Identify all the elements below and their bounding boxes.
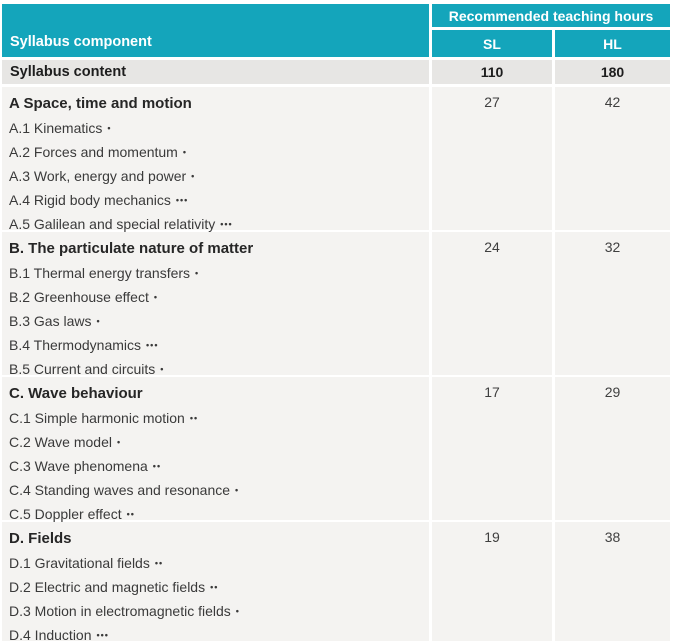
row-syllabus-content: Syllabus content 110 180 bbox=[2, 60, 670, 84]
syllabus-item: A.3 Work, energy and power • bbox=[9, 168, 196, 184]
section-hl-hours: 32 bbox=[555, 232, 670, 375]
level-dots: •• bbox=[152, 461, 162, 471]
level-dots: • bbox=[160, 364, 165, 374]
syllabus-item: D.4 Induction ••• bbox=[9, 627, 109, 641]
section-sl-hours: 24 bbox=[432, 232, 552, 375]
syllabus-item: D.3 Motion in electromagnetic fields • bbox=[9, 603, 240, 619]
syllabus-item: A.1 Kinematics • bbox=[9, 120, 112, 136]
syllabus-content-hl-hours: 180 bbox=[555, 60, 670, 84]
level-dots: • bbox=[235, 485, 240, 495]
level-dots: • bbox=[191, 171, 196, 181]
syllabus-item: B.5 Current and circuits • bbox=[9, 361, 165, 377]
level-dots: ••• bbox=[96, 630, 109, 640]
level-dots: •• bbox=[189, 413, 199, 423]
level-dots: • bbox=[235, 606, 240, 616]
syllabus-item: C.2 Wave model • bbox=[9, 434, 122, 450]
syllabus-item: C.3 Wave phenomena •• bbox=[9, 458, 162, 474]
section-b-content: B. The particulate nature of matter B.1 … bbox=[2, 232, 429, 377]
syllabus-item: A.2 Forces and momentum • bbox=[9, 144, 188, 160]
syllabus-item: D.1 Gravitational fields •• bbox=[9, 555, 164, 571]
level-dots: •• bbox=[126, 509, 135, 519]
syllabus-content-label: Syllabus content bbox=[2, 60, 429, 84]
level-dots: • bbox=[153, 292, 158, 302]
section-title: B. The particulate nature of matter bbox=[9, 240, 254, 257]
section-title: A Space, time and motion bbox=[9, 95, 192, 112]
section-hl-hours: 29 bbox=[555, 377, 670, 520]
level-dots: • bbox=[182, 147, 188, 157]
syllabus-item: D.2 Electric and magnetic fields •• bbox=[9, 579, 219, 595]
header-level-row: SL HL bbox=[432, 30, 670, 57]
section-row-c: C. Wave behaviour C.1 Simple harmonic mo… bbox=[2, 377, 670, 522]
level-dots: ••• bbox=[175, 195, 189, 205]
syllabus-item: C.5 Doppler effect •• bbox=[9, 506, 135, 522]
level-dots: • bbox=[107, 123, 112, 133]
level-dots: • bbox=[195, 268, 200, 278]
section-sl-hours: 27 bbox=[432, 87, 552, 230]
section-hl-hours: 42 bbox=[555, 87, 670, 230]
level-dots: ••• bbox=[146, 340, 159, 350]
syllabus-item: C.4 Standing waves and resonance • bbox=[9, 482, 240, 498]
syllabus-content-sl-hours: 110 bbox=[432, 60, 552, 84]
section-a-content: A Space, time and motion A.1 Kinematics •… bbox=[2, 87, 429, 232]
level-dots: •• bbox=[154, 558, 164, 568]
section-row-b: B. The particulate nature of matter B.1 … bbox=[2, 232, 670, 377]
syllabus-item: C.1 Simple harmonic motion •• bbox=[9, 410, 199, 426]
level-dots: • bbox=[96, 316, 101, 326]
level-dots: ••• bbox=[220, 219, 233, 229]
syllabus-item: A.4 Rigid body mechanics ••• bbox=[9, 192, 189, 208]
header-teaching-hours-group: Recommended teaching hours SL HL bbox=[432, 4, 670, 57]
section-sl-hours: 17 bbox=[432, 377, 552, 520]
level-dots: •• bbox=[210, 582, 219, 592]
section-c-content: C. Wave behaviour C.1 Simple harmonic mo… bbox=[2, 377, 429, 522]
syllabus-item: A.5 Galilean and special relativity ••• bbox=[9, 216, 233, 232]
section-title: C. Wave behaviour bbox=[9, 385, 143, 402]
syllabus-item: B.3 Gas laws • bbox=[9, 313, 101, 329]
section-hl-hours: 38 bbox=[555, 522, 670, 641]
table-header-row: Syllabus component Recommended teaching … bbox=[2, 4, 670, 57]
header-sl-column: SL bbox=[432, 30, 552, 57]
section-sl-hours: 19 bbox=[432, 522, 552, 641]
header-recommended-teaching-hours: Recommended teaching hours bbox=[432, 4, 670, 27]
syllabus-table: Syllabus component Recommended teaching … bbox=[2, 4, 670, 641]
header-hl-column: HL bbox=[555, 30, 670, 57]
syllabus-item: B.2 Greenhouse effect • bbox=[9, 289, 158, 305]
syllabus-item: B.4 Thermodynamics ••• bbox=[9, 337, 159, 353]
section-title: D. Fields bbox=[9, 530, 72, 547]
section-row-d: D. Fields D.1 Gravitational fields •• D.2… bbox=[2, 522, 670, 641]
level-dots: • bbox=[116, 437, 122, 447]
section-row-a: A Space, time and motion A.1 Kinematics •… bbox=[2, 87, 670, 232]
header-syllabus-component: Syllabus component bbox=[2, 4, 429, 57]
syllabus-item: B.1 Thermal energy transfers • bbox=[9, 265, 200, 281]
section-d-content: D. Fields D.1 Gravitational fields •• D.2… bbox=[2, 522, 429, 641]
